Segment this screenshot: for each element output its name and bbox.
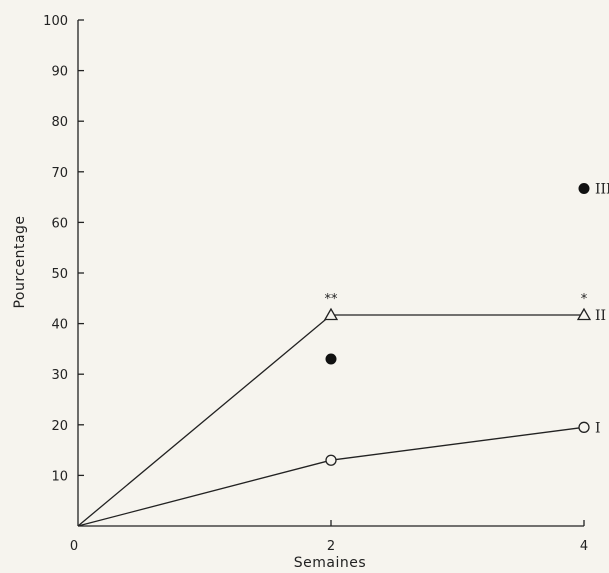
data-point (323, 307, 339, 321)
series-label: II (595, 308, 606, 324)
y-axis-ticks: 10 20 30 40 50 60 70 80 90 100 (43, 14, 84, 484)
x-tick-label: 2 (327, 539, 335, 554)
significance-marker: ** (325, 292, 339, 307)
y-tick-label: 20 (51, 419, 68, 434)
x-tick-label: 4 (580, 539, 588, 554)
y-tick-label: 80 (51, 115, 68, 130)
data-point (578, 421, 590, 433)
series-label: III (595, 181, 609, 197)
significance-marker: * (581, 292, 588, 307)
y-tick-label: 40 (51, 318, 68, 333)
y-axis-title: Pourcentage (12, 215, 28, 308)
y-tick-label: 70 (51, 166, 68, 181)
data-point (325, 353, 337, 365)
y-tick-label: 90 (51, 65, 68, 80)
y-tick-label: 10 (51, 469, 68, 484)
x-axis-ticks: 0 2 4 (70, 520, 588, 554)
x-axis-title: Semaines (294, 555, 366, 571)
series-line (77, 426, 585, 527)
data-point (325, 454, 337, 466)
series-line (77, 314, 584, 527)
y-tick-label: 50 (51, 267, 68, 282)
x-tick-label: 0 (70, 539, 78, 554)
y-tick-label: 30 (51, 368, 68, 383)
data-point (578, 182, 590, 194)
series-label: I (595, 420, 601, 436)
series-II: II (77, 307, 606, 527)
y-tick-label: 100 (43, 14, 68, 29)
series-I: I (77, 420, 601, 527)
annotations-layer: ** * (325, 292, 588, 307)
axes (77, 20, 584, 527)
y-tick-label: 60 (51, 216, 68, 231)
series-III: III (325, 181, 609, 365)
data-point (576, 307, 592, 321)
